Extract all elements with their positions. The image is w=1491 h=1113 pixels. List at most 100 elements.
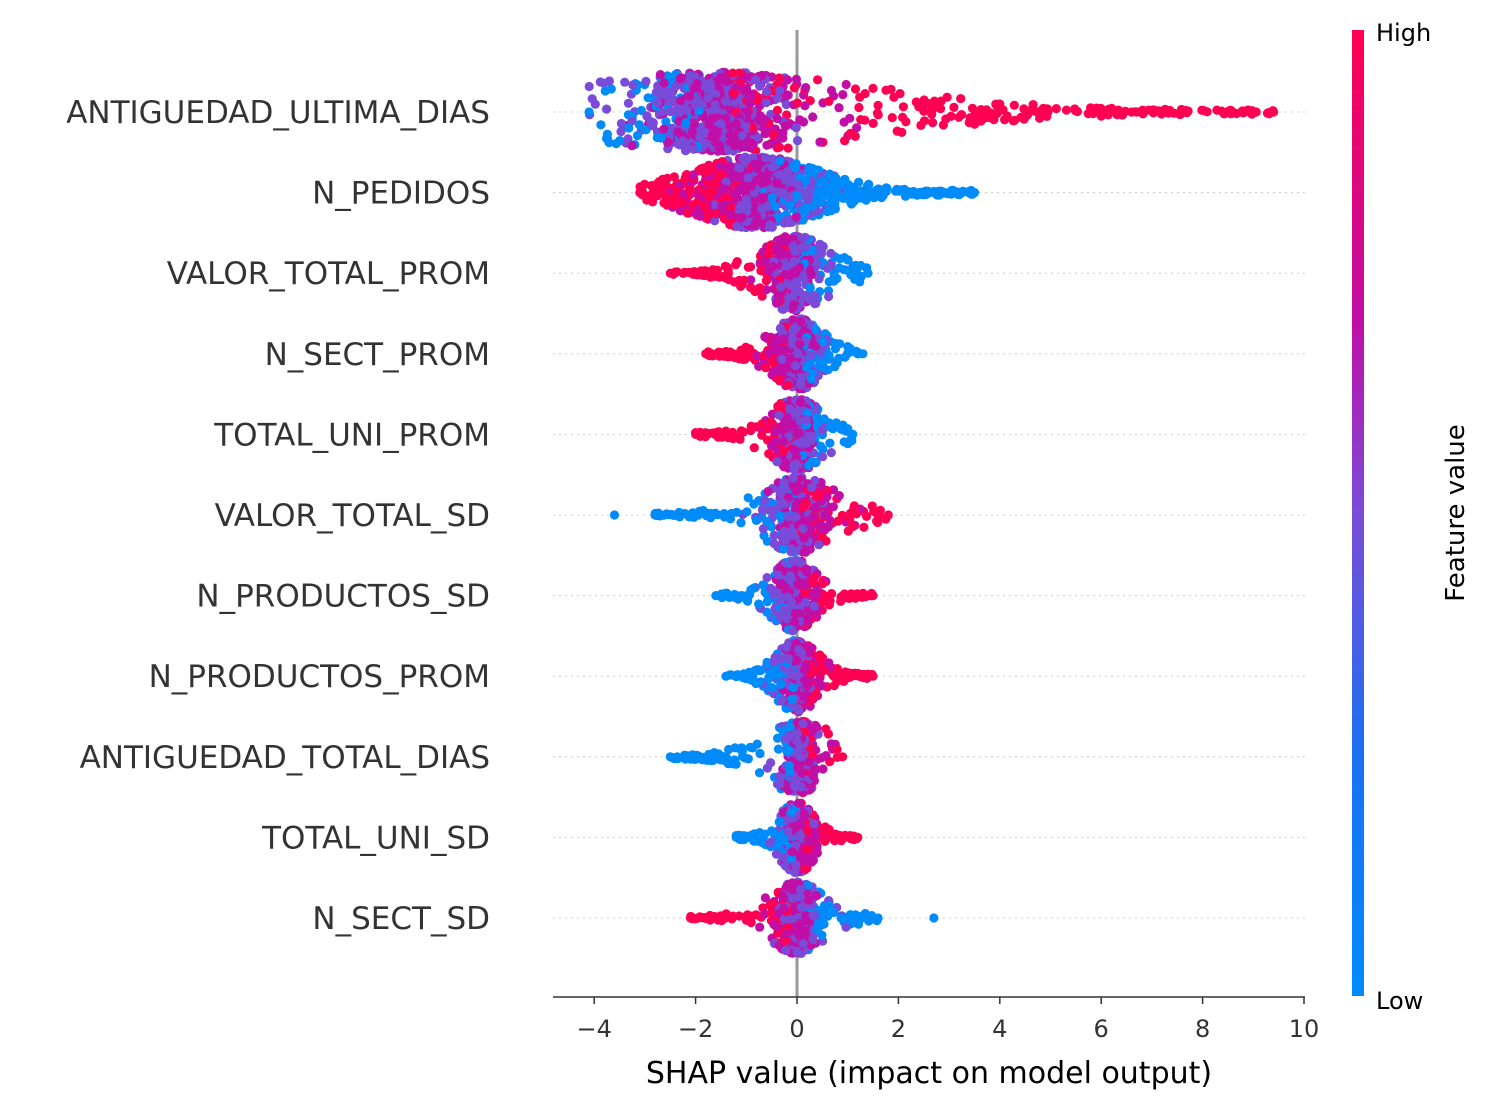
shap-point — [839, 194, 848, 203]
shap-point — [868, 84, 877, 93]
shap-point — [730, 743, 739, 752]
shap-point — [744, 493, 753, 502]
feature-label: VALOR_TOTAL_PROM — [167, 256, 490, 292]
shap-point — [957, 110, 966, 119]
shap-point — [824, 522, 833, 531]
shap-point — [717, 202, 726, 211]
shap-point — [949, 103, 958, 112]
shap-point — [642, 111, 651, 120]
shap-point — [792, 123, 801, 132]
shap-point — [775, 73, 784, 82]
shap-point — [784, 193, 793, 202]
shap-point — [827, 739, 836, 748]
shap-point — [804, 461, 813, 470]
shap-point — [1038, 111, 1047, 120]
shap-point — [776, 680, 785, 689]
shap-point — [791, 163, 800, 172]
shap-point — [682, 106, 691, 115]
shap-point — [986, 109, 995, 118]
shap-point — [760, 258, 769, 267]
shap-point — [750, 287, 759, 296]
shap-point — [776, 283, 785, 292]
shap-point — [711, 138, 720, 147]
shap-point — [772, 178, 781, 187]
shap-point — [730, 141, 739, 150]
shap-point — [770, 202, 779, 211]
shap-point — [775, 86, 784, 95]
shap-point — [764, 449, 773, 458]
shap-point — [763, 764, 772, 773]
shap-point — [740, 276, 749, 285]
shap-point — [753, 214, 762, 223]
shap-point — [777, 355, 786, 364]
shap-point — [838, 752, 847, 761]
shap-point — [760, 332, 769, 341]
shap-point — [811, 325, 820, 334]
shap-point — [794, 831, 803, 840]
shap-point — [728, 69, 737, 78]
shap-point — [714, 749, 723, 758]
shap-point — [733, 257, 742, 266]
shap-point — [686, 71, 695, 80]
shap-point — [818, 337, 827, 346]
shap-point — [794, 645, 803, 654]
shap-point — [891, 187, 900, 196]
shap-point — [848, 430, 857, 439]
shap-point — [873, 518, 882, 527]
shap-point — [726, 210, 735, 219]
shap-point — [779, 545, 788, 554]
shap-point — [862, 196, 871, 205]
shap-point — [664, 198, 673, 207]
shap-point — [792, 75, 801, 84]
shap-point — [1197, 106, 1206, 115]
shap-point — [790, 83, 799, 92]
shap-point — [820, 510, 829, 519]
shap-point — [834, 103, 843, 112]
shap-point — [596, 77, 605, 86]
shap-point — [836, 597, 845, 606]
feature-label: TOTAL_UNI_PROM — [213, 417, 490, 453]
shap-point — [793, 98, 802, 107]
shap-point — [742, 595, 751, 604]
shap-point — [912, 97, 921, 106]
shap-point — [660, 78, 669, 87]
shap-point — [928, 105, 937, 114]
shap-point — [801, 661, 810, 670]
shap-point — [884, 510, 893, 519]
shap-point — [767, 418, 776, 427]
shap-point — [814, 678, 823, 687]
shap-point — [683, 208, 692, 217]
shap-point — [765, 249, 774, 258]
shap-point — [816, 442, 825, 451]
shap-point — [859, 523, 868, 532]
shap-point — [783, 593, 792, 602]
feature-points — [732, 799, 863, 877]
shap-point — [790, 617, 799, 626]
shap-point — [815, 274, 824, 283]
shap-point — [761, 363, 770, 372]
shap-point — [704, 93, 713, 102]
shap-point — [810, 573, 819, 582]
shap-point — [665, 97, 674, 106]
shap-point — [995, 99, 1004, 108]
shap-point — [653, 98, 662, 107]
shap-point — [681, 118, 690, 127]
shap-point — [676, 74, 685, 83]
shap-point — [761, 153, 770, 162]
shap-point — [774, 571, 783, 580]
shap-point — [762, 87, 771, 96]
shap-point — [755, 678, 764, 687]
shap-point — [780, 478, 789, 487]
shap-point — [774, 411, 783, 420]
shap-point — [799, 503, 808, 512]
shap-point — [666, 269, 675, 278]
shap-point — [802, 416, 811, 425]
shap-point — [1062, 106, 1071, 115]
feature-label: N_PRODUCTOS_SD — [196, 579, 490, 615]
shap-point — [1070, 104, 1079, 113]
shap-point — [723, 273, 732, 282]
shap-point — [585, 82, 594, 91]
shap-point — [783, 75, 792, 84]
shap-point — [791, 269, 800, 278]
shap-point — [850, 197, 859, 206]
